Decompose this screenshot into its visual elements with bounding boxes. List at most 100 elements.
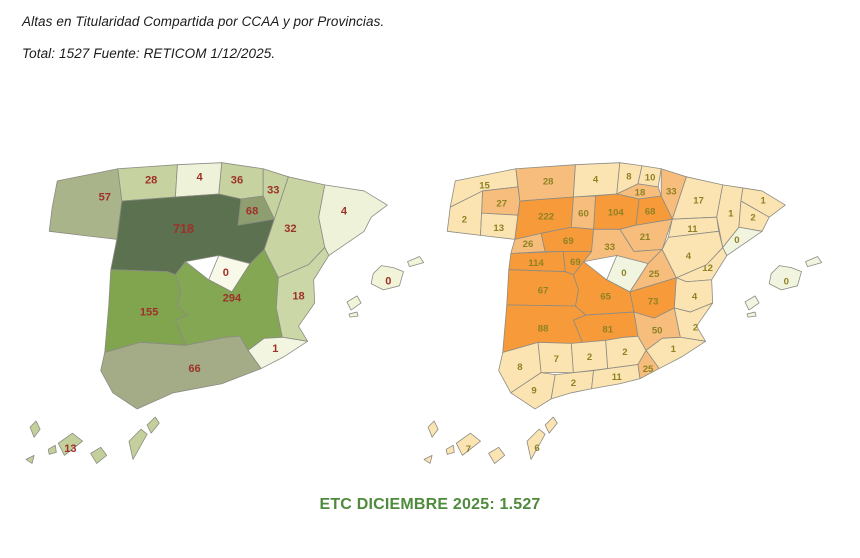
huelva-value-label: 8 (517, 362, 523, 373)
cordoba-value-label: 2 (587, 352, 592, 363)
la-rioja-value-label: 68 (246, 206, 258, 218)
palencia-value-label: 60 (578, 209, 589, 220)
segovia-value-label: 33 (604, 242, 615, 253)
region-shape-baleares (746, 311, 757, 318)
region-baleares: 0 (744, 256, 823, 318)
region-shape-extremadura (104, 269, 188, 353)
almeria-value-label: 25 (643, 364, 654, 375)
vizcaya-value-label: 8 (626, 171, 632, 182)
galicia-value-label: 57 (99, 192, 111, 204)
ccaa-map-svg: 57 28 4 36 33 68 718 32 4 0 294 155 18 1 66 0 13 (25, 162, 425, 464)
pontevedra-value-label: 2 (462, 215, 467, 226)
navarra-value-label: 33 (267, 184, 279, 196)
baleares-value-label: 0 (784, 276, 789, 287)
region-shape-canarias (47, 444, 57, 455)
a-coruna-value-label: 15 (479, 180, 490, 191)
badajoz-value-label: 88 (538, 324, 549, 335)
ciudad-real-value-label: 81 (602, 325, 613, 336)
ccaa-map: 57 28 4 36 33 68 718 32 4 0 294 155 18 1 66 0 13 (24, 138, 460, 474)
canarias-value-label: 13 (64, 443, 76, 455)
castilla-la-mancha-value-label: 294 (223, 292, 242, 304)
caceres-value-label: 67 (538, 285, 549, 296)
region-shape-tarragona (722, 226, 763, 256)
madrid-value-label: 0 (621, 268, 626, 279)
region-shape-galicia (48, 168, 123, 240)
region-shape-canarias (128, 428, 148, 460)
soria-value-label: 21 (640, 232, 651, 243)
region-shape-santa-cruz-de-tenerife (427, 420, 439, 438)
region-comunidad-valenciana: 18 (275, 247, 330, 342)
cantabria-value-label: 4 (593, 174, 599, 185)
region-cataluna: 4 (318, 184, 388, 256)
region-shape-santa-cruz-de-tenerife (423, 454, 433, 464)
girona-value-label: 1 (760, 196, 766, 207)
region-teruel: 4 (661, 230, 724, 279)
salamanca-value-label: 114 (528, 258, 544, 269)
report-total-source: Total: 1527 Fuente: RETICOM 1/12/2025. (22, 46, 276, 61)
region-tarragona: 0 (722, 226, 763, 256)
region-shape-canarias (146, 416, 160, 434)
region-shape-santa-cruz-de-tenerife (445, 444, 455, 455)
region-baleares: 0 (346, 256, 425, 318)
lleida-value-label: 1 (728, 209, 734, 220)
region-shape-malaga (550, 370, 594, 400)
valencia-value-label: 4 (692, 291, 698, 302)
region-shape-baleares (346, 295, 362, 311)
aragon-value-label: 32 (284, 223, 296, 235)
region-asturias: 28 (515, 164, 576, 202)
la-rioja-value-label: 68 (645, 207, 656, 218)
region-cantabria: 4 (572, 162, 621, 198)
gipuzkoa-value-label: 10 (645, 172, 656, 183)
region-shape-canarias (25, 454, 35, 464)
region-caceres: 67 (506, 269, 579, 307)
region-shape-almeria (637, 350, 660, 380)
provinces-map: 15 27 2 13 28 4 8 10 18 33 68 222 60 104 21 26 69 33 114 69… (422, 138, 858, 474)
region-la-rioja: 68 (237, 195, 275, 226)
burgos-value-label: 104 (608, 208, 625, 219)
region-shape-andalucia (100, 335, 262, 410)
region-shape-baleares (370, 265, 404, 291)
region-shape-las-palmas (488, 446, 506, 464)
tarragona-value-label: 0 (734, 235, 739, 246)
region-malaga: 2 (550, 370, 594, 400)
region-shape-baleares (805, 256, 823, 268)
comunidad-valenciana-value-label: 18 (292, 290, 304, 302)
region-las-palmas: 6 (488, 416, 558, 464)
las-palmas-value-label: 6 (534, 443, 539, 454)
region-shape-baleares (744, 295, 760, 311)
region-cantabria: 4 (174, 162, 223, 198)
region-shape-baleares (768, 265, 802, 291)
santa-cruz-de-tenerife-value-label: 7 (466, 444, 471, 455)
ourense-value-label: 13 (493, 223, 504, 234)
castellon-value-label: 12 (702, 263, 713, 274)
region-salamanca: 114 (508, 251, 566, 273)
lugo-value-label: 27 (496, 199, 507, 210)
castilla-y-leon-value-label: 718 (173, 222, 194, 236)
region-santa-cruz-de-tenerife: 7 (423, 420, 481, 464)
albacete-value-label: 50 (652, 326, 663, 337)
region-shape-baleares (348, 311, 359, 318)
region-palencia: 60 (570, 195, 596, 230)
pais-vasco-value-label: 36 (231, 174, 243, 186)
region-ourense: 13 (480, 212, 519, 240)
malaga-value-label: 2 (571, 378, 576, 389)
region-lugo: 27 (481, 186, 521, 216)
region-shape-baleares (407, 256, 425, 268)
cataluna-value-label: 4 (341, 206, 348, 218)
region-canarias: 13 (25, 416, 160, 464)
region-pais-vasco: 36 (218, 162, 264, 200)
region-aragon: 32 (263, 176, 326, 279)
guadalajara-value-label: 25 (649, 269, 660, 280)
leon-value-label: 222 (538, 212, 554, 223)
sevilla-value-label: 7 (554, 354, 559, 365)
jaen-value-label: 2 (622, 347, 627, 358)
region-extremadura: 155 (104, 269, 188, 353)
alicante-value-label: 2 (693, 323, 698, 334)
cantabria-value-label: 4 (197, 171, 204, 183)
murcia-value-label: 1 (272, 343, 278, 355)
valladolid-value-label: 69 (563, 236, 574, 247)
cuenca-value-label: 73 (648, 296, 659, 307)
footer-etc-total: ETC DICIEMBRE 2025: 1.527 (319, 496, 541, 513)
navarra-value-label: 33 (666, 186, 677, 197)
cadiz-value-label: 9 (531, 385, 536, 396)
